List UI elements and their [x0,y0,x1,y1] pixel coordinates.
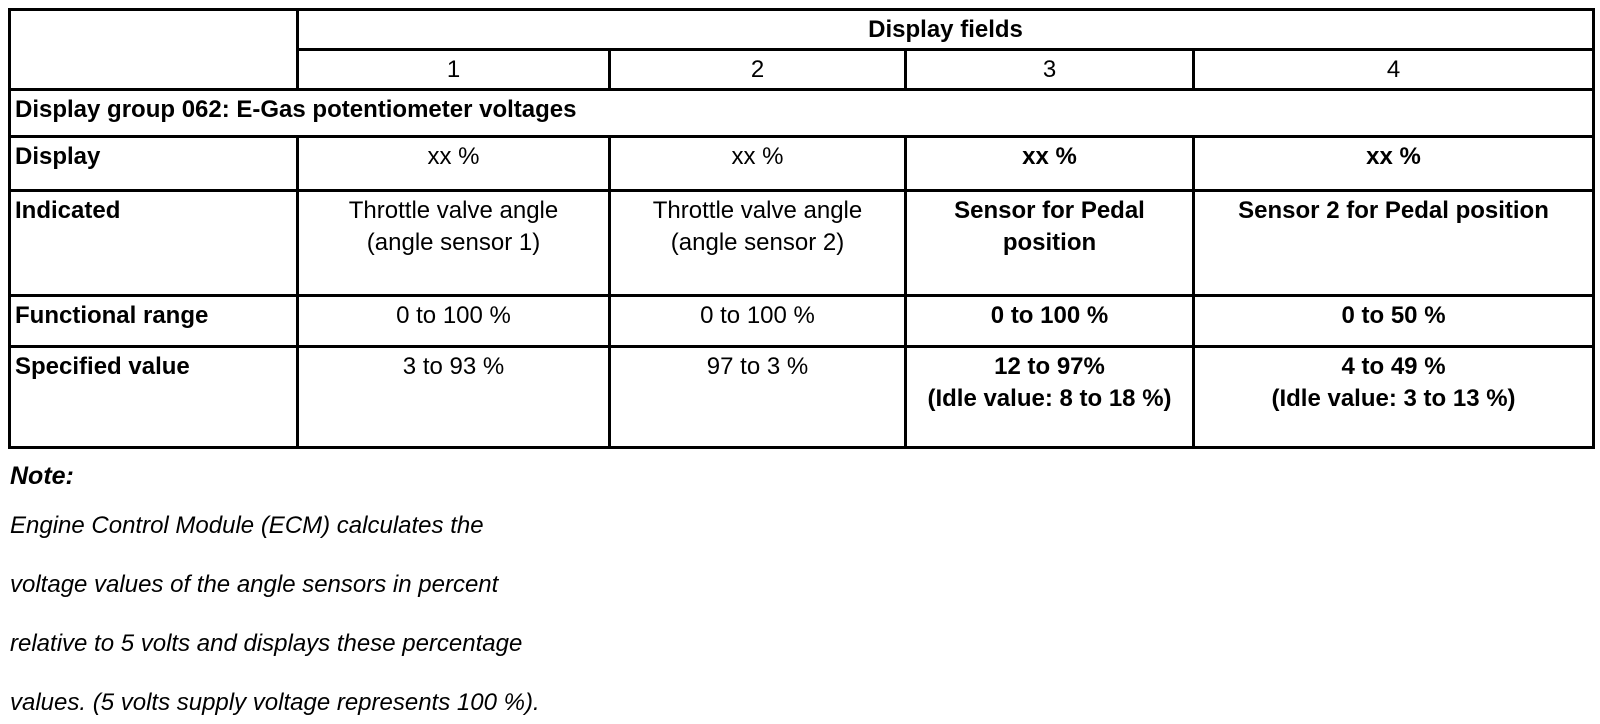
cell-display-field1: xx % [296,135,611,192]
note-title: Note: [10,462,74,490]
cell-specified-field3: 12 to 97% (Idle value: 8 to 18 %) [904,345,1195,449]
cell-functional-field1: 0 to 100 % [296,294,611,348]
cell-display-field2: xx % [608,135,907,192]
corner-empty-cell [8,8,299,91]
cell-functional-field4: 0 to 50 % [1191,294,1596,348]
cell-specified-field1: 3 to 93 % [296,345,611,449]
cell-indicated-field4: Sensor 2 for Pedal position [1191,189,1596,297]
row-label-display: Display [8,135,299,192]
cell-functional-field2: 0 to 100 % [608,294,907,348]
display-group-title: Display group 062: E-Gas potentiometer v… [7,88,1596,138]
note-line-1: Engine Control Module (ECM) calculates t… [10,512,484,539]
note-line-3: relative to 5 volts and displays these p… [10,630,523,657]
note-line-4: values. (5 volts supply voltage represen… [10,689,540,716]
field-number-4: 4 [1191,48,1596,91]
cell-specified-field4: 4 to 49 % (Idle value: 3 to 13 %) [1191,345,1596,449]
cell-specified-field2: 97 to 3 % [608,345,907,449]
cell-indicated-field1: Throttle valve angle (angle sensor 1) [296,189,611,297]
row-label-functional-range: Functional range [8,294,299,348]
row-label-indicated: Indicated [8,189,299,297]
cell-display-field3: xx % [904,135,1195,192]
field-number-3: 3 [904,48,1195,91]
note-section: Note: Engine Control Module (ECM) calcul… [10,462,1600,718]
display-group-table: Display fields 1 2 3 4 Display group 062… [7,8,1596,449]
cell-indicated-field2: Throttle valve angle (angle sensor 2) [608,189,907,297]
display-fields-header: Display fields [295,8,1596,51]
row-label-specified-value: Specified value [8,345,299,449]
cell-functional-field3: 0 to 100 % [904,294,1195,348]
cell-indicated-field3: Sensor for Pedal position [904,189,1195,297]
field-number-2: 2 [608,48,907,91]
field-number-1: 1 [296,48,611,91]
cell-display-field4: xx % [1191,135,1596,192]
note-line-2: voltage values of the angle sensors in p… [10,571,499,598]
